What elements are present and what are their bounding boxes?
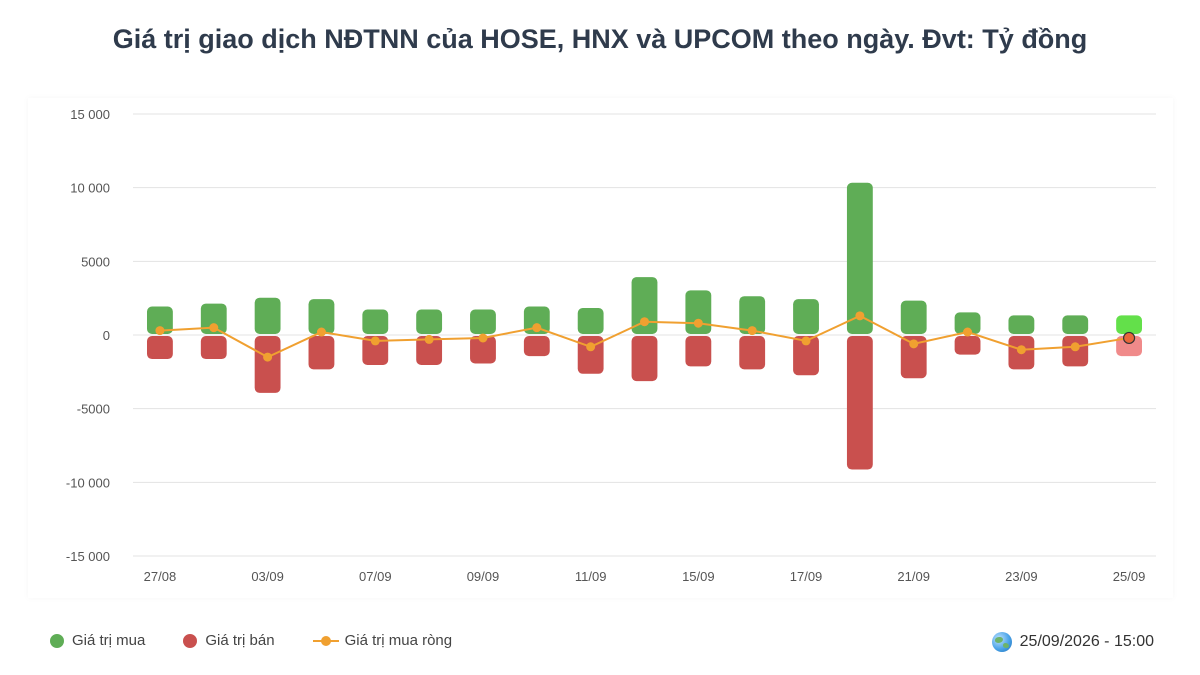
x-tick-label: 15/09 — [682, 569, 715, 584]
net-buy-point — [316, 327, 326, 337]
sell-bar — [846, 336, 873, 470]
x-tick-label: 07/09 — [359, 569, 392, 584]
x-tick-label: 27/08 — [144, 569, 177, 584]
sell-bar — [739, 336, 766, 370]
chart-title: Giá trị giao dịch NĐTNN của HOSE, HNX và… — [112, 24, 1088, 54]
buy-bar — [1008, 315, 1035, 334]
sell-bar — [631, 336, 658, 382]
legend-buy-label: Giá trị mua — [72, 632, 146, 649]
sell-bar — [308, 336, 335, 370]
net-buy-point — [586, 342, 596, 352]
x-tick-label: 25/09 — [1113, 569, 1146, 584]
legend: Giá trị mua Giá trị bán Giá trị mua ròng — [50, 632, 490, 649]
sell-bar — [1116, 336, 1143, 357]
globe-icon — [991, 632, 1012, 652]
legend-item-net[interactable]: Giá trị mua ròng — [312, 632, 453, 649]
legend-item-buy[interactable]: Giá trị mua — [50, 632, 145, 649]
buy-bar — [793, 299, 819, 334]
sell-bar — [523, 336, 550, 357]
y-tick-label: -15 000 — [66, 549, 110, 564]
x-tick-label: 03/09 — [251, 569, 284, 584]
net-buy-point — [209, 323, 219, 333]
x-tick-label: 23/09 — [1005, 569, 1038, 584]
buy-bar — [739, 296, 766, 334]
y-tick-label: -10 000 — [66, 475, 110, 490]
y-tick-label: -5000 — [77, 402, 110, 417]
y-tick-label: 15 000 — [70, 107, 110, 122]
y-tick-label: 5000 — [81, 254, 110, 269]
buy-bar — [631, 277, 658, 334]
sell-bar — [900, 336, 927, 379]
net-buy-point — [747, 326, 757, 336]
net-buy-point — [478, 333, 488, 343]
net-buy-point — [855, 311, 865, 321]
legend-item-sell[interactable]: Giá trị bán — [183, 632, 275, 649]
sell-bar — [200, 336, 227, 360]
buy-bar — [254, 297, 281, 334]
buy-bar — [146, 306, 173, 334]
sell-bar — [470, 336, 496, 364]
legend-sell-marker — [183, 633, 198, 648]
chart: 15 000 10 000 5000 0 -5000 -10 000 -15 000 27/0… — [66, 107, 1156, 584]
x-tick-label: 21/09 — [897, 569, 930, 584]
legend-buy-marker — [50, 633, 64, 648]
buy-bar — [954, 312, 981, 334]
net-buy-point — [370, 336, 380, 346]
sell-bar — [146, 336, 173, 360]
net-buy-point — [693, 318, 703, 328]
net-buy-point — [640, 317, 649, 327]
buy-bar — [416, 309, 443, 334]
net-buy-point — [909, 339, 919, 349]
x-tick-label: 09/09 — [467, 569, 500, 584]
sell-bar — [416, 336, 443, 365]
net-buy-point — [801, 336, 811, 346]
legend-net-marker — [312, 634, 339, 648]
net-buy-point — [532, 323, 542, 333]
buy-bar — [308, 299, 335, 334]
sell-bar — [793, 336, 819, 376]
sell-bar — [362, 336, 389, 365]
sell-bar — [954, 336, 981, 355]
net-buy-point — [424, 334, 434, 344]
y-tick-label: 10 000 — [70, 181, 110, 196]
timestamp: 25/09/2026 - 15:00 — [991, 632, 1154, 652]
net-buy-point — [1122, 331, 1136, 345]
buy-bar — [900, 300, 927, 334]
buy-bar — [470, 309, 496, 334]
net-buy-point — [263, 352, 273, 362]
buy-bar — [523, 306, 550, 334]
net-buy-point — [1070, 342, 1080, 352]
sell-bar — [254, 336, 281, 393]
buy-bar — [577, 308, 604, 334]
net-buy-point — [963, 327, 973, 337]
y-tick-label: 0 — [103, 328, 110, 343]
buy-bar — [200, 303, 227, 334]
buy-bar — [362, 309, 389, 334]
buy-bar — [1116, 315, 1143, 334]
buy-bar — [846, 182, 873, 334]
legend-net-label: Giá trị mua ròng — [344, 632, 453, 649]
x-tick-label: 11/09 — [575, 569, 607, 584]
legend-sell-label: Giá trị bán — [205, 632, 275, 649]
chart-panel: 15 000 10 000 5000 0 -5000 -10 000 -15 000 27/0… — [28, 98, 1173, 598]
x-tick-label: 17/09 — [790, 569, 823, 584]
net-buy-point — [1016, 345, 1026, 355]
buy-bar — [1062, 315, 1089, 334]
timestamp-text: 25/09/2026 - 15:00 — [1019, 633, 1154, 650]
sell-bar — [685, 336, 712, 367]
net-buy-point — [155, 326, 165, 336]
